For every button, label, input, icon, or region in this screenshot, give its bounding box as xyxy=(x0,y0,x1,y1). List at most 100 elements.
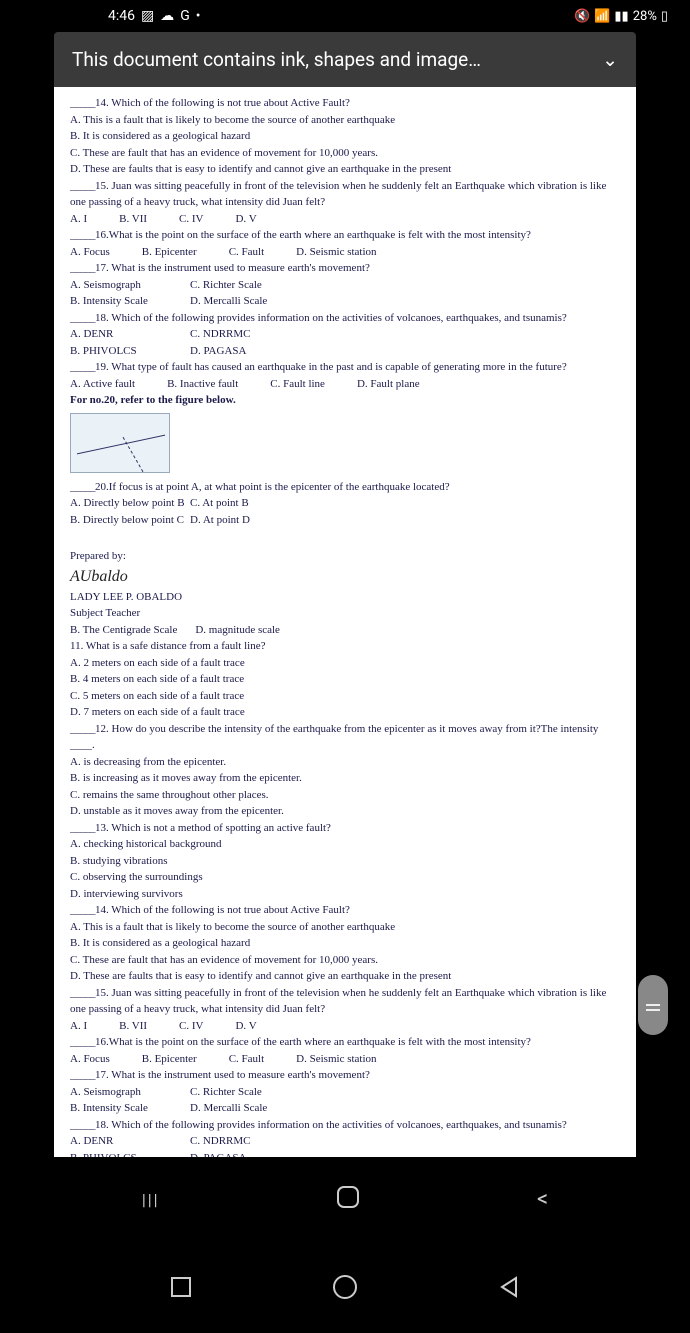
signature: AUbaldo xyxy=(70,565,620,589)
q14-b: B. It is considered as a geological haza… xyxy=(70,128,620,145)
q12-d: D. unstable as it moves away from the ep… xyxy=(70,803,620,820)
battery-icon: ▯ xyxy=(661,9,668,24)
clock: 4:46 xyxy=(108,8,135,24)
q17b-b: B. Intensity Scale xyxy=(70,1100,190,1117)
q18b-stem: 18. Which of the following provides info… xyxy=(95,1119,567,1131)
q11-d: D. 7 meters on each side of a fault trac… xyxy=(70,704,620,721)
q15-stem: 15. Juan was sitting peacefully in front… xyxy=(70,180,606,209)
q16b-b: B. Epicenter xyxy=(142,1051,197,1068)
figure-note: For no.20, refer to the figure below. xyxy=(70,392,620,409)
q20-b: B. Directly below point C xyxy=(70,512,190,529)
q17b-c: C. Richter Scale xyxy=(190,1084,262,1101)
cloud-icon: ☁ xyxy=(160,8,174,24)
battery-text: 28% xyxy=(633,9,657,24)
q19-stem: 19. What type of fault has caused an ear… xyxy=(95,361,567,373)
document-content[interactable]: 14. Which of the following is not true a… xyxy=(54,87,636,1157)
figure-diagram xyxy=(70,413,170,473)
q15b-d: D. V xyxy=(235,1018,256,1035)
q17-c: C. Richter Scale xyxy=(190,277,262,294)
q15-a: A. I xyxy=(70,211,87,228)
q16b-c: C. Fault xyxy=(229,1051,264,1068)
dot-icon: • xyxy=(196,8,201,24)
q15-d: D. V xyxy=(235,211,256,228)
q19-d: D. Fault plane xyxy=(357,376,420,393)
q14-a: A. This is a fault that is likely to bec… xyxy=(70,112,620,129)
q16-stem: 16.What is the point on the surface of t… xyxy=(95,229,531,241)
q13-stem: 13. Which is not a method of spotting an… xyxy=(95,822,331,834)
q14b-c: C. These are fault that has an evidence … xyxy=(70,952,620,969)
q14b-stem: 14. Which of the following is not true a… xyxy=(95,904,350,916)
q14-d: D. These are faults that is easy to iden… xyxy=(70,161,620,178)
q18-a: A. DENR xyxy=(70,326,190,343)
q18-d: D. PAGASA xyxy=(190,343,246,360)
q13-d: D. interviewing survivors xyxy=(70,886,620,903)
q20-d: D. At point D xyxy=(190,512,250,529)
home-button[interactable] xyxy=(335,1184,361,1214)
q12-a: A. is decreasing from the epicenter. xyxy=(70,754,620,771)
q15-b: B. VII xyxy=(119,211,147,228)
q20-c: C. At point B xyxy=(190,495,249,512)
status-right: 🔇 📶 ▮▮ 28% ▯ xyxy=(574,9,668,24)
qB-d: D. magnitude scale xyxy=(195,622,280,639)
q16-c: C. Fault xyxy=(229,244,264,261)
g-icon: G xyxy=(180,8,190,24)
q20-a: A. Directly below point B xyxy=(70,495,190,512)
scroll-lines-icon xyxy=(646,1004,660,1006)
q18-stem: 18. Which of the following provides info… xyxy=(95,312,567,324)
q16-a: A. Focus xyxy=(70,244,110,261)
q17-a: A. Seismograph xyxy=(70,277,190,294)
q17-b: B. Intensity Scale xyxy=(70,293,190,310)
q12-stem: 12. How do you describe the intensity of… xyxy=(70,723,598,752)
q16-d: D. Seismic station xyxy=(296,244,376,261)
q18-b: B. PHIVOLCS xyxy=(70,343,190,360)
q11-c: C. 5 meters on each side of a fault trac… xyxy=(70,688,620,705)
teacher-name: LADY LEE P. OBALDO xyxy=(70,589,620,606)
q14b-a: A. This is a fault that is likely to bec… xyxy=(70,919,620,936)
wifi-icon: 📶 xyxy=(594,9,610,24)
image-icon: ▨ xyxy=(141,8,154,24)
system-nav-bar xyxy=(0,1265,690,1313)
status-bar: 4:46 ▨ ☁ G • 🔇 📶 ▮▮ 28% ▯ xyxy=(0,0,690,32)
q19-c: C. Fault line xyxy=(270,376,325,393)
info-banner[interactable]: This document contains ink, shapes and i… xyxy=(54,32,636,87)
recent-apps-button[interactable]: ||| xyxy=(142,1190,160,1209)
q17b-a: A. Seismograph xyxy=(70,1084,190,1101)
q14b-d: D. These are faults that is easy to iden… xyxy=(70,968,620,985)
q17b-d: D. Mercalli Scale xyxy=(190,1100,267,1117)
q20-stem: 20.If focus is at point A, at what point… xyxy=(95,481,450,493)
sys-back-button[interactable] xyxy=(498,1276,520,1302)
q15-c: C. IV xyxy=(179,211,203,228)
q18b-d: D. PAGASA xyxy=(190,1150,246,1158)
back-button[interactable]: < xyxy=(537,1187,548,1212)
status-left: 4:46 ▨ ☁ G • xyxy=(108,8,201,24)
q17-stem: 17. What is the instrument used to measu… xyxy=(95,262,370,274)
chevron-down-icon[interactable]: ⌄ xyxy=(602,48,618,71)
q15b-c: C. IV xyxy=(179,1018,203,1035)
q18b-c: C. NDRRMC xyxy=(190,1133,251,1150)
q17b-stem: 17. What is the instrument used to measu… xyxy=(95,1069,370,1081)
teacher-role: Subject Teacher xyxy=(70,605,620,622)
q15b-b: B. VII xyxy=(119,1018,147,1035)
scroll-indicator[interactable] xyxy=(638,975,668,1035)
q13-a: A. checking historical background xyxy=(70,836,620,853)
sys-home-button[interactable] xyxy=(332,1274,358,1304)
q16b-a: A. Focus xyxy=(70,1051,110,1068)
q19-a: A. Active fault xyxy=(70,376,135,393)
q11-b: B. 4 meters on each side of a fault trac… xyxy=(70,671,620,688)
q14-stem: 14. Which of the following is not true a… xyxy=(95,97,350,109)
q18-c: C. NDRRMC xyxy=(190,326,251,343)
q11-stem: 11. What is a safe distance from a fault… xyxy=(70,638,620,655)
q17-d: D. Mercalli Scale xyxy=(190,293,267,310)
prepared-by: Prepared by: xyxy=(70,548,620,565)
sys-recent-button[interactable] xyxy=(170,1276,192,1302)
q18b-a: A. DENR xyxy=(70,1133,190,1150)
q13-c: C. observing the surroundings xyxy=(70,869,620,886)
q16-b: B. Epicenter xyxy=(142,244,197,261)
q11-a: A. 2 meters on each side of a fault trac… xyxy=(70,655,620,672)
app-nav-bar: ||| < xyxy=(54,1175,636,1223)
qB-stem: B. The Centigrade Scale xyxy=(70,622,177,639)
q12-b: B. is increasing as it moves away from t… xyxy=(70,770,620,787)
q16b-d: D. Seismic station xyxy=(296,1051,376,1068)
q15b-a: A. I xyxy=(70,1018,87,1035)
q19-b: B. Inactive fault xyxy=(167,376,238,393)
